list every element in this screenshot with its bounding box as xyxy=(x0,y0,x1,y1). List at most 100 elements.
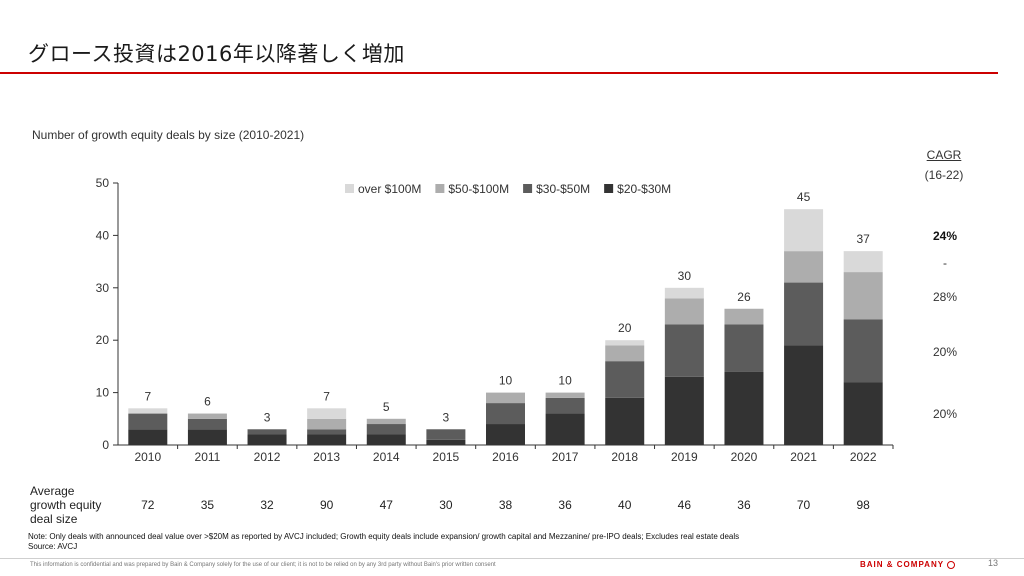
legend-swatch xyxy=(604,184,614,193)
bar-segment xyxy=(605,361,645,398)
avg-label-line: Average xyxy=(30,484,75,498)
bar-segment xyxy=(307,408,347,419)
bar-segment xyxy=(426,429,466,440)
cagr-period: (16-22) xyxy=(924,168,964,182)
avg-label-line: deal size xyxy=(30,512,78,526)
bar-segment xyxy=(843,382,883,445)
cagr-value-over-100m: - xyxy=(943,256,947,270)
legend-label: $20-$30M xyxy=(617,182,671,196)
x-tick-label: 2011 xyxy=(195,450,221,464)
bar-segment xyxy=(187,418,227,430)
page-number: 13 xyxy=(988,558,999,568)
brand-logo: BAIN & COMPANY xyxy=(860,560,956,569)
x-tick-label: 2021 xyxy=(790,450,817,464)
y-tick-label: 30 xyxy=(96,281,110,295)
bar-segment xyxy=(366,434,406,445)
brand-icon xyxy=(947,560,956,569)
cagr-value-30-50m: 20% xyxy=(932,345,958,359)
bar-segment xyxy=(545,392,585,398)
avg-deal-size-value: 36 xyxy=(558,498,572,512)
avg-deal-size-value: 30 xyxy=(439,498,453,512)
brand-text: BAIN & COMPANY xyxy=(860,560,945,569)
note-text: Note: Only deals with announced deal val… xyxy=(28,532,740,541)
bar-total-label: 10 xyxy=(499,374,513,388)
bar-segment xyxy=(128,429,168,445)
x-tick-label: 2016 xyxy=(492,450,519,464)
avg-deal-size-label: Average growth equity deal size xyxy=(30,484,101,526)
bar-segment xyxy=(366,424,406,435)
avg-deal-size-value: 32 xyxy=(260,498,274,512)
bar-segment xyxy=(486,392,525,404)
bar-segment xyxy=(307,434,347,445)
avg-deal-size-value: 46 xyxy=(677,498,692,512)
y-tick-label: 10 xyxy=(96,386,110,400)
x-tick-label: 2013 xyxy=(313,450,340,464)
avg-deal-size-value: 72 xyxy=(141,498,155,512)
confidentiality-footer: This information is confidential and was… xyxy=(30,562,496,568)
bar-total-label: 45 xyxy=(797,190,811,204)
footer-divider xyxy=(0,558,1024,559)
x-tick-label: 2022 xyxy=(850,450,877,464)
bar-segment xyxy=(784,209,824,252)
bar-segment xyxy=(664,298,704,325)
bar-segment xyxy=(486,424,525,445)
avg-deal-size-value: 98 xyxy=(856,498,870,512)
bar-segment xyxy=(843,319,883,383)
bar-segment xyxy=(545,413,585,445)
bar-segment xyxy=(843,272,883,320)
bar-total-label: 5 xyxy=(383,400,390,414)
x-tick-label: 2010 xyxy=(134,450,161,464)
legend-label: over $100M xyxy=(358,182,421,196)
bar-segment xyxy=(187,429,227,445)
bar-segment xyxy=(307,429,347,435)
y-tick-label: 40 xyxy=(96,228,110,242)
avg-deal-size-value: 47 xyxy=(379,498,393,512)
x-tick-label: 2019 xyxy=(671,450,698,464)
bar-total-label: 26 xyxy=(737,290,751,304)
avg-deal-size-value: 70 xyxy=(796,498,811,512)
avg-deal-size-value: 35 xyxy=(200,498,215,512)
bar-segment xyxy=(724,308,764,325)
bar-segment xyxy=(784,282,824,346)
legend-swatch xyxy=(345,184,354,193)
bar-segment xyxy=(664,287,704,299)
bar-total-label: 6 xyxy=(204,395,211,409)
bar-total-label: 37 xyxy=(857,232,871,246)
bar-segment xyxy=(426,439,466,445)
bar-segment xyxy=(724,371,764,445)
bar-segment xyxy=(128,408,168,414)
avg-deal-size-value: 40 xyxy=(618,498,632,512)
bar-segment xyxy=(605,340,645,346)
bar-segment xyxy=(605,397,645,445)
legend-label: $50-$100M xyxy=(448,182,509,196)
legend-swatch xyxy=(435,184,445,193)
bar-segment xyxy=(247,429,287,435)
bar-segment xyxy=(247,434,287,445)
bar-total-label: 10 xyxy=(558,374,572,388)
bar-total-label: 30 xyxy=(678,269,692,283)
bar-segment xyxy=(784,251,824,283)
bar-segment xyxy=(307,418,347,430)
x-tick-label: 2020 xyxy=(731,450,758,464)
x-tick-label: 2012 xyxy=(254,450,281,464)
bar-segment xyxy=(664,324,704,377)
y-tick-label: 20 xyxy=(96,333,110,347)
cagr-heading: CAGR xyxy=(926,148,962,162)
legend-swatch xyxy=(523,184,533,193)
bar-total-label: 7 xyxy=(323,389,330,403)
cagr-header: CAGR (16-22) xyxy=(920,148,968,182)
bar-segment xyxy=(366,418,406,425)
x-tick-label: 2015 xyxy=(433,450,460,464)
bar-segment xyxy=(724,324,764,372)
title-divider xyxy=(0,72,998,74)
legend-label: $30-$50M xyxy=(536,182,590,196)
bar-segment xyxy=(843,251,883,273)
bar-segment xyxy=(664,376,704,445)
x-tick-label: 2014 xyxy=(373,450,400,464)
bar-segment xyxy=(784,345,824,445)
cagr-value-total: 24% xyxy=(932,229,958,243)
bar-total-label: 3 xyxy=(443,410,450,424)
bar-segment xyxy=(128,413,168,430)
bar-total-label: 20 xyxy=(618,321,632,335)
